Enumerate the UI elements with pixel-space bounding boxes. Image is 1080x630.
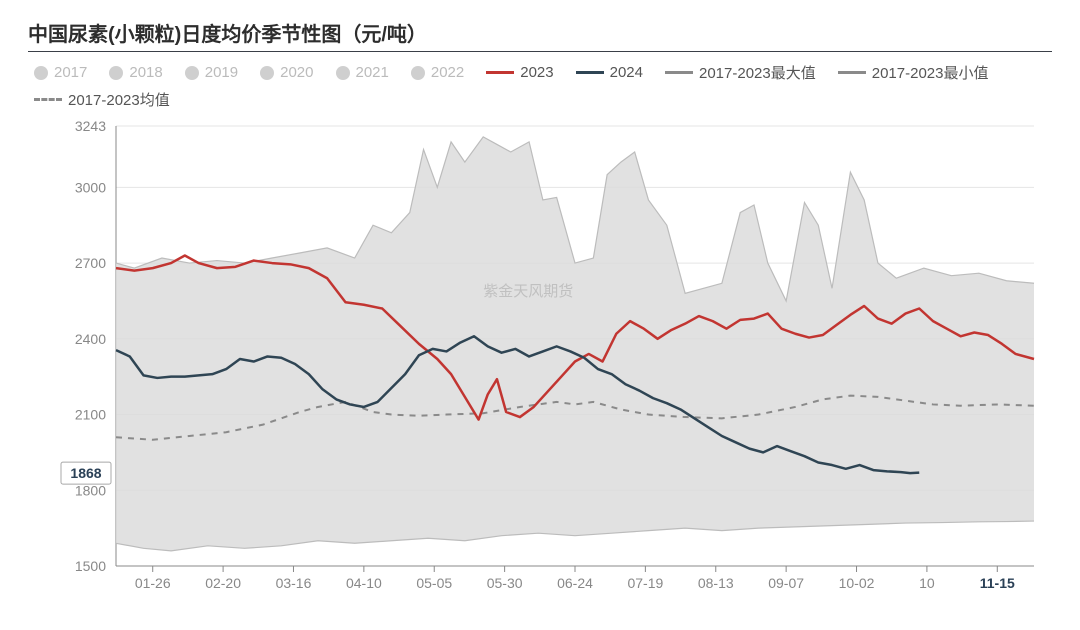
legend-label: 2017-2023最小值	[872, 62, 989, 83]
legend-swatch	[486, 71, 514, 74]
legend-swatch	[185, 66, 199, 80]
legend-swatch	[665, 71, 693, 74]
watermark: 紫金天风期货	[483, 283, 573, 300]
legend-swatch	[34, 98, 62, 101]
legend-item[interactable]: 2017-2023最大值	[665, 62, 816, 83]
svg-text:1800: 1800	[75, 482, 106, 498]
legend-swatch	[109, 66, 123, 80]
svg-text:01-26: 01-26	[135, 575, 171, 591]
legend-swatch	[576, 71, 604, 74]
legend-swatch	[34, 66, 48, 80]
svg-text:09-07: 09-07	[768, 575, 804, 591]
title-underline	[28, 51, 1052, 52]
svg-text:05-05: 05-05	[416, 575, 452, 591]
svg-text:10-02: 10-02	[839, 575, 875, 591]
svg-text:3000: 3000	[75, 179, 106, 195]
legend-item[interactable]: 2023	[486, 62, 553, 83]
svg-text:1500: 1500	[75, 558, 106, 574]
svg-text:06-24: 06-24	[557, 575, 593, 591]
svg-text:2100: 2100	[75, 407, 106, 423]
svg-text:05-30: 05-30	[487, 575, 523, 591]
legend-item[interactable]: 2021	[336, 62, 389, 83]
svg-text:2400: 2400	[75, 331, 106, 347]
legend-item[interactable]: 2018	[109, 62, 162, 83]
legend-label: 2022	[431, 64, 464, 81]
legend-swatch	[260, 66, 274, 80]
svg-text:3243: 3243	[75, 118, 106, 134]
legend-swatch	[838, 71, 866, 74]
legend: 2017 2018 2019 2020 2021 2022 2023 2024 2017-202…	[28, 62, 1052, 110]
legend-label: 2023	[520, 64, 553, 81]
legend-swatch	[336, 66, 350, 80]
legend-item[interactable]: 2020	[260, 62, 313, 83]
legend-label: 2019	[205, 64, 238, 81]
legend-item[interactable]: 2017	[34, 62, 87, 83]
legend-swatch	[411, 66, 425, 80]
legend-item[interactable]: 2024	[576, 62, 643, 83]
value-label: 1868	[70, 465, 101, 481]
legend-label: 2018	[129, 64, 162, 81]
legend-label: 2021	[356, 64, 389, 81]
svg-text:10: 10	[919, 575, 935, 591]
svg-text:11-15: 11-15	[980, 575, 1015, 591]
svg-text:07-19: 07-19	[627, 575, 663, 591]
svg-text:2700: 2700	[75, 255, 106, 271]
svg-text:02-20: 02-20	[205, 575, 241, 591]
chart-title: 中国尿素(小颗粒)日度均价季节性图（元/吨）	[28, 18, 1052, 47]
legend-item[interactable]: 2017-2023均值	[34, 89, 170, 110]
legend-label: 2017-2023最大值	[699, 62, 816, 83]
svg-text:08-13: 08-13	[698, 575, 734, 591]
legend-label: 2024	[610, 64, 643, 81]
legend-item[interactable]: 2017-2023最小值	[838, 62, 989, 83]
svg-text:04-10: 04-10	[346, 575, 382, 591]
legend-label: 2017	[54, 64, 87, 81]
legend-item[interactable]: 2022	[411, 62, 464, 83]
legend-label: 2020	[280, 64, 313, 81]
svg-text:03-16: 03-16	[276, 575, 312, 591]
chart-area: 1500 1800 2100 2400 2700 3000 3243 01-26 02-20 03…	[28, 116, 1052, 606]
range-band	[116, 137, 1034, 551]
legend-label: 2017-2023均值	[68, 89, 170, 110]
legend-item[interactable]: 2019	[185, 62, 238, 83]
